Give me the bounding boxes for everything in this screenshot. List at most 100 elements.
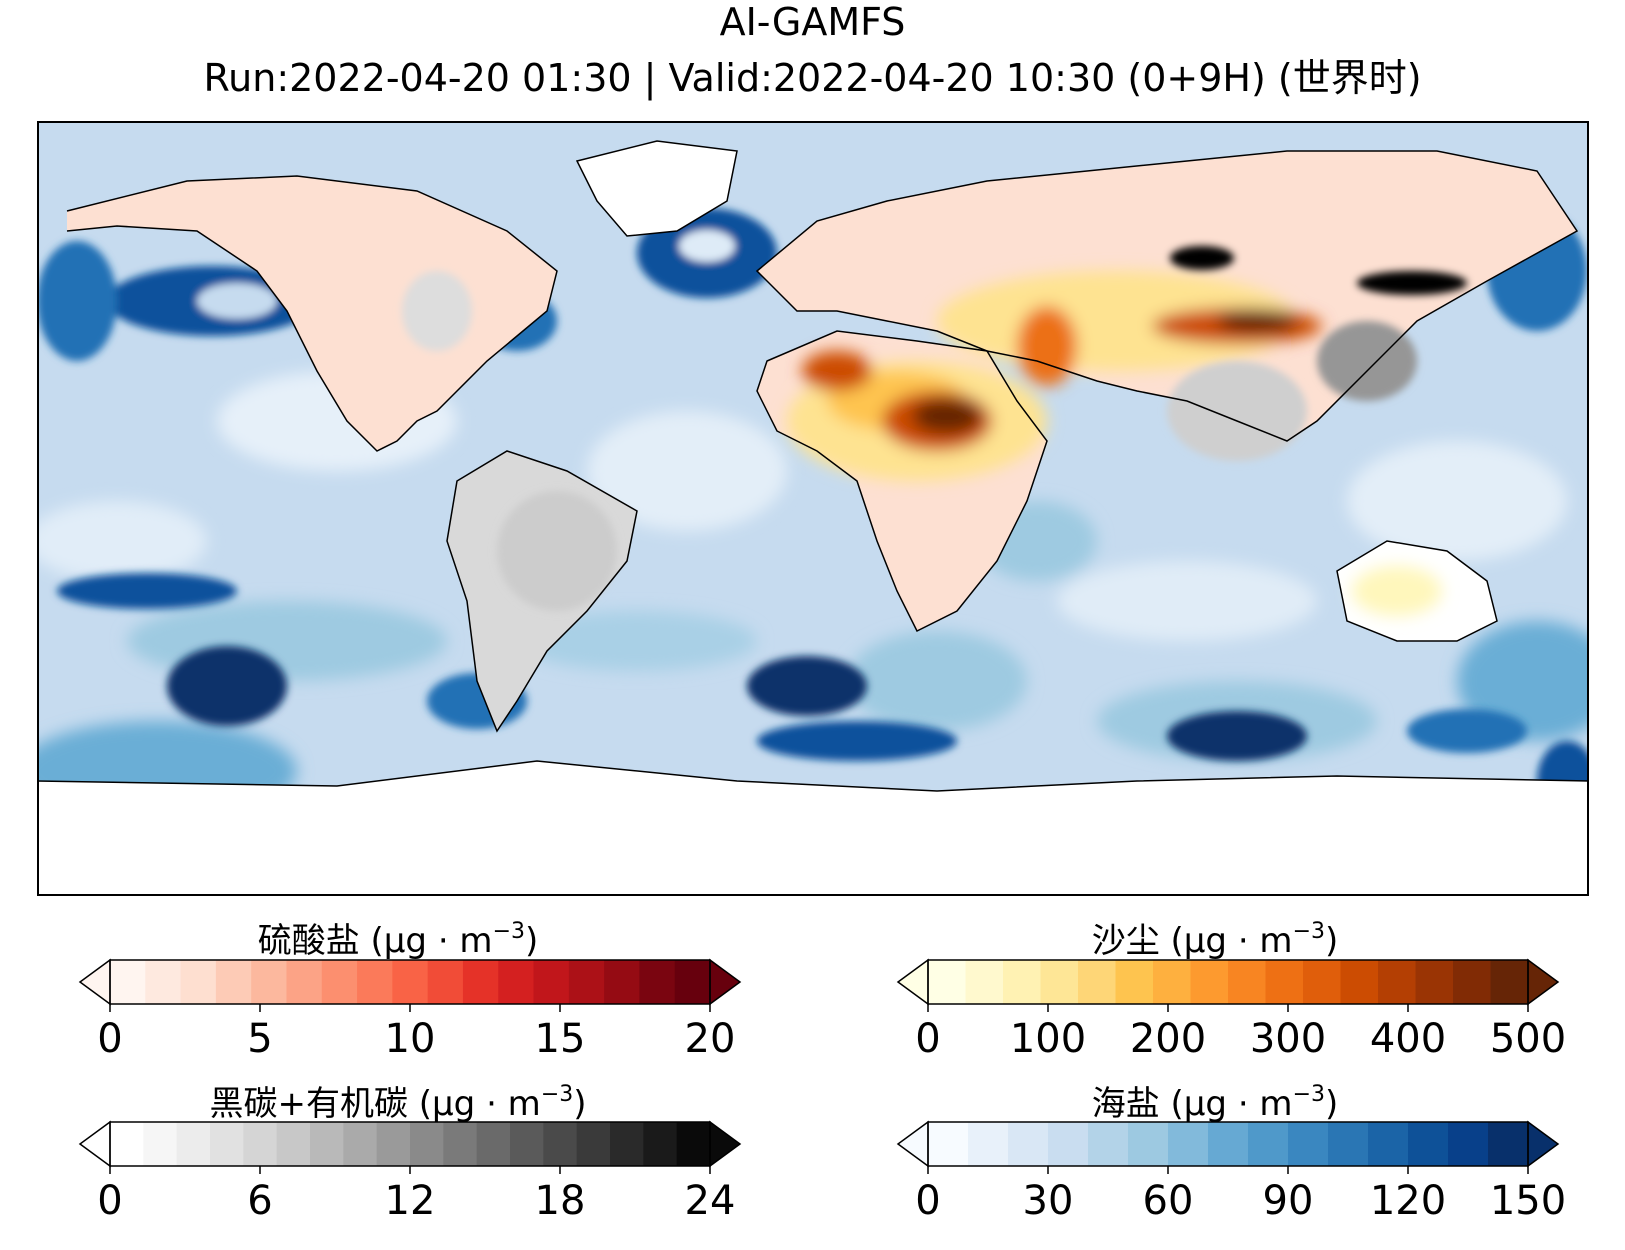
seasalt-color-bin — [1168, 1122, 1209, 1166]
dust-color-bin — [1415, 960, 1454, 1004]
seasalt-name: 海盐 — [1091, 1084, 1160, 1124]
dust-color-bin — [1303, 960, 1342, 1004]
bc_oc-color-bin — [410, 1122, 444, 1166]
sulfate-color-bin — [392, 960, 429, 1004]
dust-tick-label: 300 — [1250, 1016, 1326, 1060]
seasalt-color-bin — [1048, 1122, 1089, 1166]
seasalt-color-bin — [1408, 1122, 1449, 1166]
sulfate-tick-label: 15 — [535, 1016, 586, 1060]
colorbar-arrow-icon — [709, 1120, 742, 1168]
sulfate-color-bin — [321, 960, 358, 1004]
seasalt-color-bin — [1448, 1122, 1489, 1166]
dust-color-bin — [1265, 960, 1304, 1004]
seasalt-color-bin — [928, 1122, 969, 1166]
dust-tick-label: 200 — [1130, 1016, 1206, 1060]
sulfate-unit-exp: −3 — [492, 919, 525, 944]
carbon-colorbar-label: 黑碳+有机碳 (μg · m−3) — [48, 1075, 748, 1124]
dust-tick-label: 500 — [1490, 1016, 1566, 1060]
bc_oc-tick-label: 18 — [535, 1178, 586, 1222]
dust-color-bin — [1078, 960, 1117, 1004]
carbon-unit-exp: −3 — [540, 1082, 574, 1107]
colorbar-arrow-icon — [78, 958, 111, 1006]
sulfate-color-bin — [674, 960, 711, 1004]
seasalt-color-bin — [1248, 1122, 1289, 1166]
bc_oc-color-bin — [343, 1122, 378, 1166]
bc_oc-color-bin — [210, 1122, 244, 1166]
dust-color-bin — [1378, 960, 1417, 1004]
bc_oc-color-bin — [376, 1122, 411, 1166]
sulfate-color-bin — [639, 960, 676, 1004]
bc_oc-tick-label: 12 — [385, 1178, 436, 1222]
seasalt-color-bin — [1368, 1122, 1409, 1166]
sulfate-color-bin — [215, 960, 252, 1004]
dust-tick-label: 400 — [1370, 1016, 1446, 1060]
sulfate-tick-label: 0 — [97, 1016, 122, 1060]
coastlines — [37, 140, 1589, 792]
dust-unit: (μg · m — [1170, 921, 1293, 961]
dust-colorbar-label: 沙尘 (μg · m−3) — [865, 912, 1565, 961]
sulfate-color-bin — [427, 960, 464, 1004]
bc_oc-color-bin — [510, 1122, 544, 1166]
bc_oc-color-bin — [110, 1122, 144, 1166]
seasalt-unit-exp: −3 — [1292, 1082, 1325, 1107]
dust-color-bin — [928, 960, 967, 1004]
bc_oc-color-bin — [143, 1122, 178, 1166]
bc_oc-color-bin — [476, 1122, 511, 1166]
dust-color-bin — [1228, 960, 1267, 1004]
greenland — [577, 141, 737, 236]
colorbar-arrow-icon — [78, 1120, 111, 1168]
seasalt-color-bin — [1208, 1122, 1249, 1166]
seasalt-unit-end: ) — [1325, 1084, 1339, 1124]
sulfate-color-bin — [498, 960, 535, 1004]
seasalt-unit: (μg · m — [1170, 1084, 1293, 1124]
north-america — [67, 176, 557, 451]
bc_oc-color-bin — [543, 1122, 578, 1166]
bc_oc-color-bin — [610, 1122, 644, 1166]
dust-tick-label: 100 — [1010, 1016, 1086, 1060]
dust-unit-exp: −3 — [1292, 919, 1325, 944]
colorbar-arrow-icon — [1527, 1120, 1560, 1168]
dust-tick-label: 0 — [915, 1016, 940, 1060]
bc_oc-tick-label: 6 — [247, 1178, 272, 1222]
seasalt-color-bin — [1328, 1122, 1369, 1166]
dust-unit-end: ) — [1325, 921, 1339, 961]
sulfate-color-bin — [180, 960, 217, 1004]
run-valid-time: Run:2022-04-20 01:30 | Valid:2022-04-20 … — [203, 56, 1422, 100]
sulfate-color-bin — [568, 960, 605, 1004]
sulfate-color-bin — [251, 960, 288, 1004]
sulfate-colorbar: 0 5 10 15 20 — [78, 958, 742, 1060]
seasalt-tick-label: 120 — [1370, 1178, 1446, 1222]
dust-color-bin — [965, 960, 1004, 1004]
sulfate-tick-label: 10 — [385, 1016, 436, 1060]
dust-color-bin — [1340, 960, 1379, 1004]
seasalt-colorbar: 0 30 60 90 120 150 — [896, 1120, 1566, 1222]
sulfate-color-bin — [604, 960, 641, 1004]
sulfate-color-bin — [533, 960, 570, 1004]
bc_oc-color-bin — [243, 1122, 278, 1166]
seasalt-tick-label: 60 — [1143, 1178, 1194, 1222]
page-title: AI-GAMFS — [719, 0, 906, 44]
bc_oc-color-bin — [310, 1122, 344, 1166]
seasalt-tick-label: 0 — [915, 1178, 940, 1222]
seasalt-color-bin — [1008, 1122, 1049, 1166]
seasalt-color-bin — [968, 1122, 1009, 1166]
sulfate-color-bin — [286, 960, 323, 1004]
sulfate-unit: (μg · m — [370, 921, 493, 961]
sulfate-name: 硫酸盐 — [257, 921, 360, 961]
bc_oc-color-bin — [576, 1122, 611, 1166]
dust-color-bin — [1003, 960, 1042, 1004]
world-aerosol-map — [37, 121, 1589, 896]
dust-color-bin — [1153, 960, 1192, 1004]
sulfate-color-bin — [462, 960, 499, 1004]
sulfate-unit-end: ) — [525, 921, 539, 961]
colorbar-arrow-icon — [709, 958, 742, 1006]
carbon-unit-end: ) — [573, 1084, 587, 1124]
dust-color-bin — [1115, 960, 1154, 1004]
dust-field — [787, 271, 1442, 616]
colorbar-arrow-icon — [1527, 958, 1560, 1006]
carbon-name: 黑碳+有机碳 — [209, 1084, 408, 1124]
sulfate-color-bin — [357, 960, 393, 1004]
dust-colorbar-frame — [927, 959, 1529, 1005]
sulfate-tick-label: 20 — [685, 1016, 736, 1060]
colorbar-arrow-icon — [896, 958, 929, 1006]
